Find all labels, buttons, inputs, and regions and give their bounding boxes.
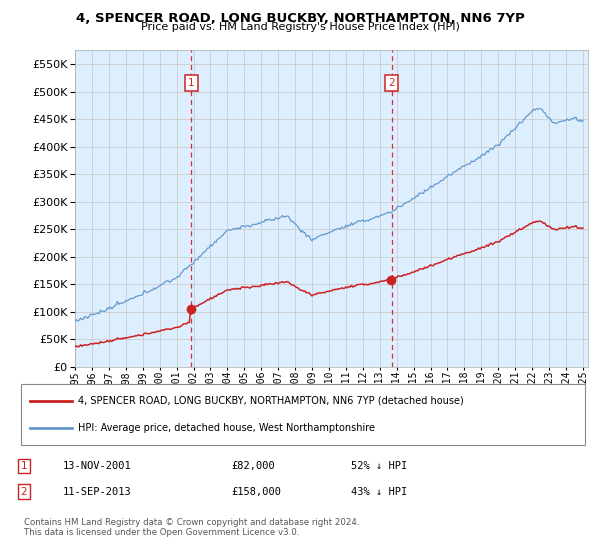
Text: 4, SPENCER ROAD, LONG BUCKBY, NORTHAMPTON, NN6 7YP: 4, SPENCER ROAD, LONG BUCKBY, NORTHAMPTO… — [76, 12, 524, 25]
Text: HPI: Average price, detached house, West Northamptonshire: HPI: Average price, detached house, West… — [78, 423, 375, 433]
Text: Price paid vs. HM Land Registry's House Price Index (HPI): Price paid vs. HM Land Registry's House … — [140, 22, 460, 32]
Text: 1: 1 — [188, 78, 194, 88]
Text: 2: 2 — [388, 78, 395, 88]
Text: 2: 2 — [20, 487, 28, 497]
Text: 4, SPENCER ROAD, LONG BUCKBY, NORTHAMPTON, NN6 7YP (detached house): 4, SPENCER ROAD, LONG BUCKBY, NORTHAMPTO… — [78, 396, 464, 406]
Text: £82,000: £82,000 — [231, 461, 275, 471]
Text: £158,000: £158,000 — [231, 487, 281, 497]
Text: 43% ↓ HPI: 43% ↓ HPI — [351, 487, 407, 497]
Text: 52% ↓ HPI: 52% ↓ HPI — [351, 461, 407, 471]
Text: Contains HM Land Registry data © Crown copyright and database right 2024.
This d: Contains HM Land Registry data © Crown c… — [24, 518, 359, 538]
Text: 11-SEP-2013: 11-SEP-2013 — [63, 487, 132, 497]
Text: 1: 1 — [20, 461, 28, 471]
Text: 13-NOV-2001: 13-NOV-2001 — [63, 461, 132, 471]
